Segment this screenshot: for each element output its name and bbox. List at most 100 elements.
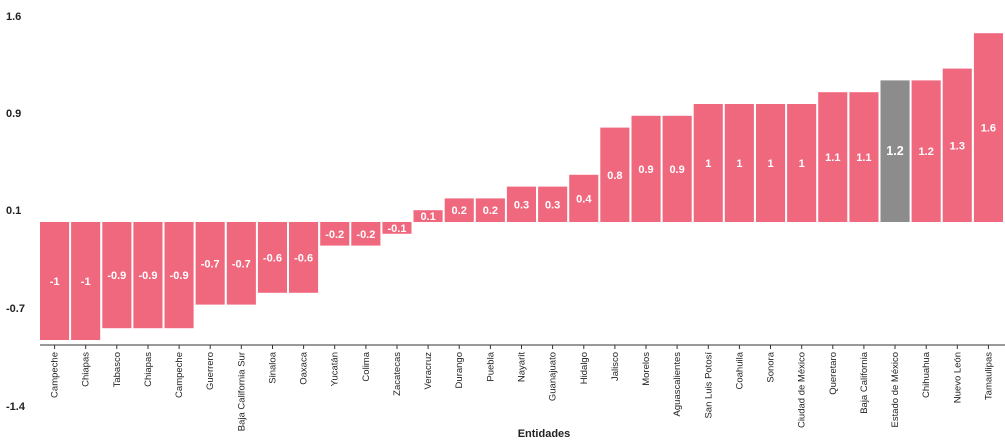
x-tick-label: Durango — [454, 352, 465, 388]
bar — [506, 186, 536, 222]
bar-value-label: 0.3 — [514, 199, 529, 211]
bar-value-label: 1.6 — [981, 123, 996, 135]
x-tick-label: Campeche — [174, 352, 185, 398]
x-tick-label: Nayarit — [517, 352, 528, 382]
x-tick-label: Tabasco — [112, 352, 123, 387]
bar — [102, 222, 132, 329]
x-tick-label: Chiapas — [81, 352, 92, 387]
x-tick-label: Aguascalientes — [672, 352, 683, 417]
bar — [631, 115, 661, 222]
bar-value-label: 0.4 — [576, 193, 592, 205]
bar-value-label: 0.9 — [638, 164, 653, 176]
x-tick-label: Nuevo León — [952, 352, 963, 403]
bar-value-label: 0.9 — [669, 164, 684, 176]
bar — [320, 222, 350, 246]
bar-value-label: 1.3 — [950, 140, 965, 152]
bar — [787, 104, 817, 222]
x-tick-label: Baja California — [859, 351, 870, 413]
bar-value-label: 1 — [736, 158, 742, 170]
bar-value-label: 0.2 — [483, 205, 498, 217]
y-tick-label: 0.9 — [6, 108, 21, 120]
bar-value-label: -0.7 — [201, 258, 220, 270]
bar — [382, 222, 412, 234]
bar-value-label: -0.2 — [325, 229, 344, 241]
y-tick-label: 0.1 — [6, 205, 21, 217]
x-tick-label: Guanajuato — [548, 352, 559, 401]
bar — [973, 33, 1003, 223]
bar — [257, 222, 287, 293]
x-tick-label: Queretaro — [828, 352, 839, 395]
x-tick-label: Veracruz — [423, 352, 434, 390]
bar — [693, 104, 723, 222]
x-tick-label: Coahuila — [734, 351, 745, 389]
x-tick-label: Puebla — [485, 351, 496, 381]
bar-value-label: -0.1 — [388, 223, 407, 235]
bar-value-label: 1 — [705, 158, 711, 170]
bar-value-label: 0.3 — [545, 199, 560, 211]
bar-value-label: -0.9 — [139, 270, 158, 282]
bar — [818, 92, 848, 222]
bar — [724, 104, 754, 222]
bar — [195, 222, 225, 305]
bar — [475, 198, 505, 222]
x-axis-title: Entidades — [518, 428, 571, 440]
bar — [600, 127, 630, 222]
bar — [569, 174, 599, 222]
bar-value-label: -1 — [81, 276, 91, 288]
x-tick-label: Guerrero — [205, 352, 216, 390]
x-tick-label: Chiapas — [143, 352, 154, 387]
bar-value-label: -0.2 — [356, 229, 375, 241]
bar — [942, 68, 972, 222]
bar — [880, 80, 910, 223]
bar — [756, 104, 786, 222]
x-tick-label: Ciudad de México — [797, 352, 808, 428]
bar — [40, 222, 70, 340]
bar — [226, 222, 256, 305]
x-tick-label: Zacatecas — [392, 352, 403, 396]
bar — [911, 80, 941, 223]
x-tick-label: Tamaulipas — [983, 352, 994, 400]
bar-value-label: 1.1 — [825, 152, 840, 164]
x-tick-label: Jalisco — [610, 352, 621, 381]
bar — [351, 222, 381, 246]
bar — [849, 92, 879, 222]
bar-value-label: 1 — [767, 158, 773, 170]
bar-value-label: 0.2 — [452, 205, 467, 217]
y-tick-label: 1.6 — [6, 11, 21, 23]
x-tick-label: Sinaloa — [268, 351, 279, 383]
x-tick-label: Hidalgo — [579, 352, 590, 384]
bar — [444, 198, 474, 222]
y-axis-ticks: 1.6 0.9 0.1 -0.7 -1.4 — [6, 11, 26, 413]
bar — [164, 222, 194, 329]
bar-value-label: -0.7 — [232, 258, 251, 270]
x-tick-label: Colima — [361, 351, 372, 381]
bar-value-label: 1.1 — [856, 152, 871, 164]
bar — [289, 222, 319, 293]
bar — [662, 115, 692, 222]
bar-value-label: 1.2 — [919, 146, 934, 158]
bar-value-label: 1 — [799, 158, 805, 170]
bar-value-label: 0.1 — [420, 211, 435, 223]
bar-value-label: -0.9 — [170, 270, 189, 282]
bar-series: -1 -1 -0.9 -0.9 -0.9 -0.7 -0.7 -0.6 -0.6 -0.2 -0.2… — [40, 33, 1003, 340]
x-tick-label: Oaxaca — [299, 351, 310, 384]
x-tick-label: Yucatán — [330, 352, 341, 386]
x-tick-label: Estado de México — [890, 352, 901, 428]
x-tick-label: Sonora — [766, 351, 777, 382]
x-tick-label: Campeche — [50, 352, 61, 398]
x-axis-ticks: Campeche Chiapas Tabasco Chiapas Campeche Gue… — [50, 345, 994, 431]
bar — [413, 210, 443, 222]
bar-value-label: -0.6 — [294, 252, 313, 264]
bar-value-label: -0.6 — [263, 252, 282, 264]
bar — [538, 186, 568, 222]
y-tick-label: -1.4 — [6, 401, 26, 413]
y-tick-label: -0.7 — [6, 303, 25, 315]
x-tick-label: Morelos — [641, 352, 652, 386]
x-tick-label: Chihuahua — [921, 351, 932, 398]
bar — [71, 222, 101, 340]
bar-value-label: 1.2 — [886, 144, 903, 158]
bar-value-label: -1 — [50, 276, 60, 288]
x-tick-label: San Luis Potosí — [703, 352, 714, 419]
bar-value-label: -0.9 — [107, 270, 126, 282]
